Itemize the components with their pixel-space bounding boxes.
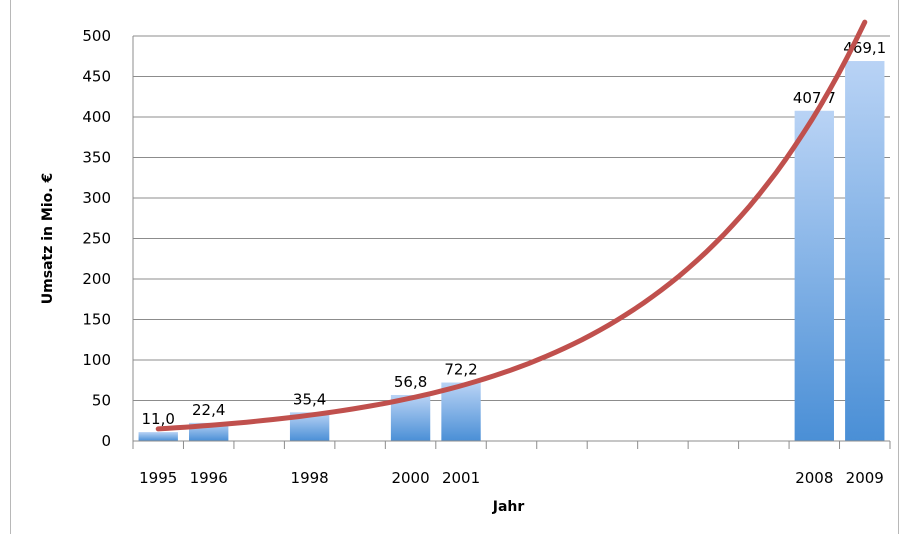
y-tick-label: 200 — [82, 270, 111, 288]
bars — [138, 61, 885, 442]
y-tick-labels: 0 50 100 150 200 250 300 350 400 450 500 — [82, 27, 111, 450]
gridlines — [133, 35, 890, 401]
axes — [132, 36, 891, 449]
x-tick-label-2009: 2009 — [846, 469, 884, 487]
bar-1995 — [138, 432, 178, 441]
y-tick-label: 250 — [82, 230, 111, 248]
x-tick-labels: 1995 1996 1998 2000 2001 2008 2009 — [139, 469, 884, 487]
bar-2001 — [441, 382, 481, 441]
bar-2009 — [845, 61, 885, 442]
data-label-2001: 72,2 — [444, 361, 477, 379]
data-label-2000: 56,8 — [394, 373, 427, 391]
x-tick-label-2000: 2000 — [391, 469, 429, 487]
y-tick-label: 100 — [82, 351, 111, 369]
y-tick-label: 400 — [82, 108, 111, 126]
data-label-1995: 11,0 — [142, 410, 175, 428]
x-axis-title: Jahr — [492, 499, 525, 515]
chart-frame — [10, 0, 899, 534]
y-tick-label: 350 — [82, 149, 111, 167]
x-tick-label-1995: 1995 — [139, 469, 177, 487]
bar-2008 — [794, 110, 834, 441]
data-label-1998: 35,4 — [293, 390, 326, 408]
y-axis-title: Umsatz in Mio. € — [40, 173, 56, 304]
y-tick-label: 450 — [82, 68, 111, 86]
x-tick-label-1998: 1998 — [291, 469, 329, 487]
y-tick-label: 300 — [82, 189, 111, 207]
data-label-1996: 22,4 — [192, 401, 225, 419]
y-tick-label: 50 — [92, 392, 111, 410]
x-tick-label-2001: 2001 — [442, 469, 480, 487]
y-tick-label: 500 — [82, 27, 111, 45]
x-tick-label-2008: 2008 — [795, 469, 833, 487]
y-tick-label: 0 — [101, 432, 111, 450]
y-tick-label: 150 — [82, 311, 111, 329]
trendline — [155, 19, 868, 432]
x-tick-label-1996: 1996 — [190, 469, 228, 487]
